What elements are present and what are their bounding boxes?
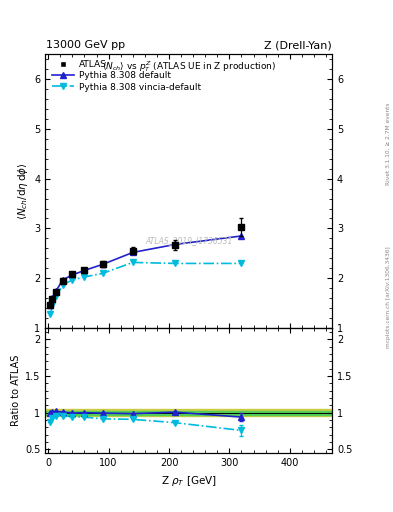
Bar — [45, 411, 332, 415]
Y-axis label: $\langle N_{ch}/\mathrm{d}\eta\,\mathrm{d}\phi\rangle$: $\langle N_{ch}/\mathrm{d}\eta\,\mathrm{… — [16, 162, 30, 220]
Bar — [45, 409, 332, 416]
Legend: ATLAS, Pythia 8.308 default, Pythia 8.308 vincia-default: ATLAS, Pythia 8.308 default, Pythia 8.30… — [50, 58, 202, 93]
Y-axis label: Ratio to ATLAS: Ratio to ATLAS — [11, 355, 21, 426]
Text: $\langle N_{ch}\rangle$ vs $p_T^Z$ (ATLAS UE in Z production): $\langle N_{ch}\rangle$ vs $p_T^Z$ (ATLA… — [101, 59, 276, 74]
Text: ATLAS_2019_I1736531: ATLAS_2019_I1736531 — [145, 236, 232, 245]
Text: Rivet 3.1.10, ≥ 2.7M events: Rivet 3.1.10, ≥ 2.7M events — [386, 102, 391, 185]
Text: Z (Drell-Yan): Z (Drell-Yan) — [264, 40, 331, 50]
X-axis label: Z $\rho_T$ [GeV]: Z $\rho_T$ [GeV] — [161, 474, 217, 487]
Text: mcplots.cern.ch [arXiv:1306.3436]: mcplots.cern.ch [arXiv:1306.3436] — [386, 246, 391, 348]
Text: 13000 GeV pp: 13000 GeV pp — [46, 40, 125, 50]
